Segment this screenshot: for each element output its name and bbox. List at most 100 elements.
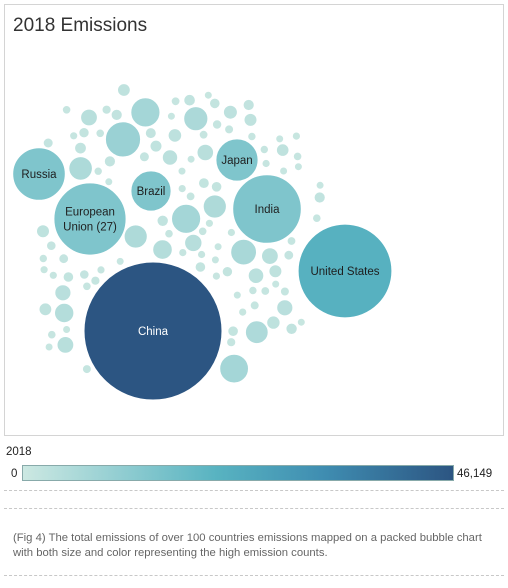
bubble-small[interactable] — [38, 253, 48, 264]
bubble-small[interactable] — [312, 213, 322, 223]
bubble-small[interactable] — [211, 119, 223, 130]
bubble-small[interactable] — [47, 329, 57, 340]
bubble-small[interactable] — [211, 271, 221, 281]
bubble-small[interactable] — [81, 364, 92, 375]
bubble-small[interactable] — [286, 236, 297, 246]
bubble-small[interactable] — [313, 191, 326, 204]
bubble-japan[interactable] — [215, 138, 259, 182]
bubble-small[interactable] — [186, 154, 196, 164]
bubble-small[interactable] — [78, 127, 90, 139]
bubble-russia[interactable] — [12, 147, 66, 201]
bubble-small[interactable] — [95, 128, 105, 139]
bubble-small[interactable] — [242, 98, 255, 112]
bubble-small[interactable] — [226, 227, 236, 238]
bubble-small[interactable] — [38, 302, 53, 317]
bubble-small[interactable] — [80, 108, 98, 127]
bubble-brazil[interactable] — [130, 170, 172, 212]
bubble-small[interactable] — [61, 105, 72, 115]
bubble-small[interactable] — [54, 302, 75, 324]
bubble-small[interactable] — [110, 108, 123, 122]
bubble-small[interactable] — [167, 128, 183, 143]
bubble-small[interactable] — [183, 93, 196, 107]
bubble-small[interactable] — [74, 141, 87, 155]
bubble-small[interactable] — [62, 271, 75, 283]
bubble-small[interactable] — [197, 226, 208, 237]
bubble-small[interactable] — [292, 151, 303, 162]
bubble-european-union-27[interactable] — [53, 182, 127, 256]
bubble-small[interactable] — [279, 286, 290, 297]
bubble-small[interactable] — [275, 134, 285, 144]
bubble-small[interactable] — [79, 269, 90, 280]
bubble-small[interactable] — [68, 156, 93, 181]
bubble-small[interactable] — [210, 181, 223, 193]
bubble-small[interactable] — [291, 131, 301, 141]
bubble-small[interactable] — [213, 242, 223, 252]
bubble-small[interactable] — [221, 266, 234, 278]
bubble-small[interactable] — [244, 320, 269, 345]
bubble-small[interactable] — [93, 166, 103, 176]
bubble-small[interactable] — [101, 104, 112, 115]
bubble-small[interactable] — [198, 129, 209, 140]
bubble-small[interactable] — [117, 83, 131, 97]
bubble-small[interactable] — [203, 90, 213, 100]
bubble-small[interactable] — [232, 290, 242, 300]
bubble-small[interactable] — [296, 317, 306, 327]
bubble-small[interactable] — [247, 131, 257, 142]
bubble-small[interactable] — [130, 97, 161, 128]
bubble-small[interactable] — [184, 233, 203, 253]
bubble-small[interactable] — [115, 256, 125, 266]
bubble-small[interactable] — [166, 111, 176, 121]
bubble-small[interactable] — [82, 281, 92, 292]
bubble-small[interactable] — [69, 131, 79, 141]
bubble-small[interactable] — [266, 315, 281, 330]
bubble-india[interactable] — [232, 174, 302, 244]
bubble-united-states[interactable] — [297, 223, 393, 319]
bubble-small[interactable] — [224, 124, 235, 135]
bubble-small[interactable] — [96, 265, 106, 275]
bubble-small[interactable] — [293, 162, 303, 172]
bubble-small[interactable] — [315, 180, 325, 190]
bubble-small[interactable] — [247, 267, 265, 285]
bubble-small[interactable] — [271, 279, 281, 289]
bubble-small[interactable] — [48, 270, 58, 280]
bubble-small[interactable] — [42, 137, 54, 149]
bubble-small[interactable] — [103, 155, 117, 168]
bubble-small[interactable] — [196, 143, 215, 162]
bubble-small[interactable] — [123, 224, 148, 249]
bubble-chart[interactable]: China United States India European Union (27… — [5, 5, 503, 435]
bubble-small[interactable] — [261, 158, 271, 169]
bubble-small[interactable] — [283, 249, 295, 261]
bubble-small[interactable] — [36, 224, 50, 239]
bubble-small[interactable] — [177, 184, 187, 194]
bubble-small[interactable] — [178, 248, 188, 258]
bubble-small[interactable] — [226, 337, 237, 348]
bubble-small[interactable] — [259, 144, 269, 155]
bubble-small[interactable] — [248, 285, 258, 296]
bubble-small[interactable] — [249, 300, 260, 311]
bubble-small[interactable] — [276, 299, 294, 317]
bubble-small[interactable] — [62, 325, 72, 334]
bubble-small[interactable] — [161, 149, 179, 166]
bubble-small[interactable] — [194, 261, 207, 273]
bubble-small[interactable] — [156, 214, 169, 228]
bubble-small[interactable] — [138, 151, 150, 163]
bubble-small[interactable] — [104, 177, 114, 187]
bubble-small[interactable] — [260, 286, 271, 296]
bubble-small[interactable] — [197, 249, 207, 260]
bubble-small[interactable] — [56, 336, 75, 354]
bubble-small[interactable] — [39, 265, 49, 275]
bubble-small[interactable] — [149, 139, 163, 153]
bubble-small[interactable] — [54, 284, 72, 302]
bubble-small[interactable] — [90, 275, 101, 286]
bubble-small[interactable] — [222, 104, 238, 120]
bubble-small[interactable] — [183, 106, 209, 132]
bubble-small[interactable] — [219, 353, 250, 384]
bubble-small[interactable] — [279, 166, 289, 176]
bubble-small[interactable] — [285, 322, 298, 335]
bubble-small[interactable] — [198, 177, 210, 190]
bubble-small[interactable] — [164, 228, 174, 239]
bubble-small[interactable] — [275, 143, 290, 157]
bubble-small[interactable] — [171, 203, 202, 234]
bubble-small[interactable] — [210, 255, 220, 265]
bubble-small[interactable] — [144, 127, 157, 140]
